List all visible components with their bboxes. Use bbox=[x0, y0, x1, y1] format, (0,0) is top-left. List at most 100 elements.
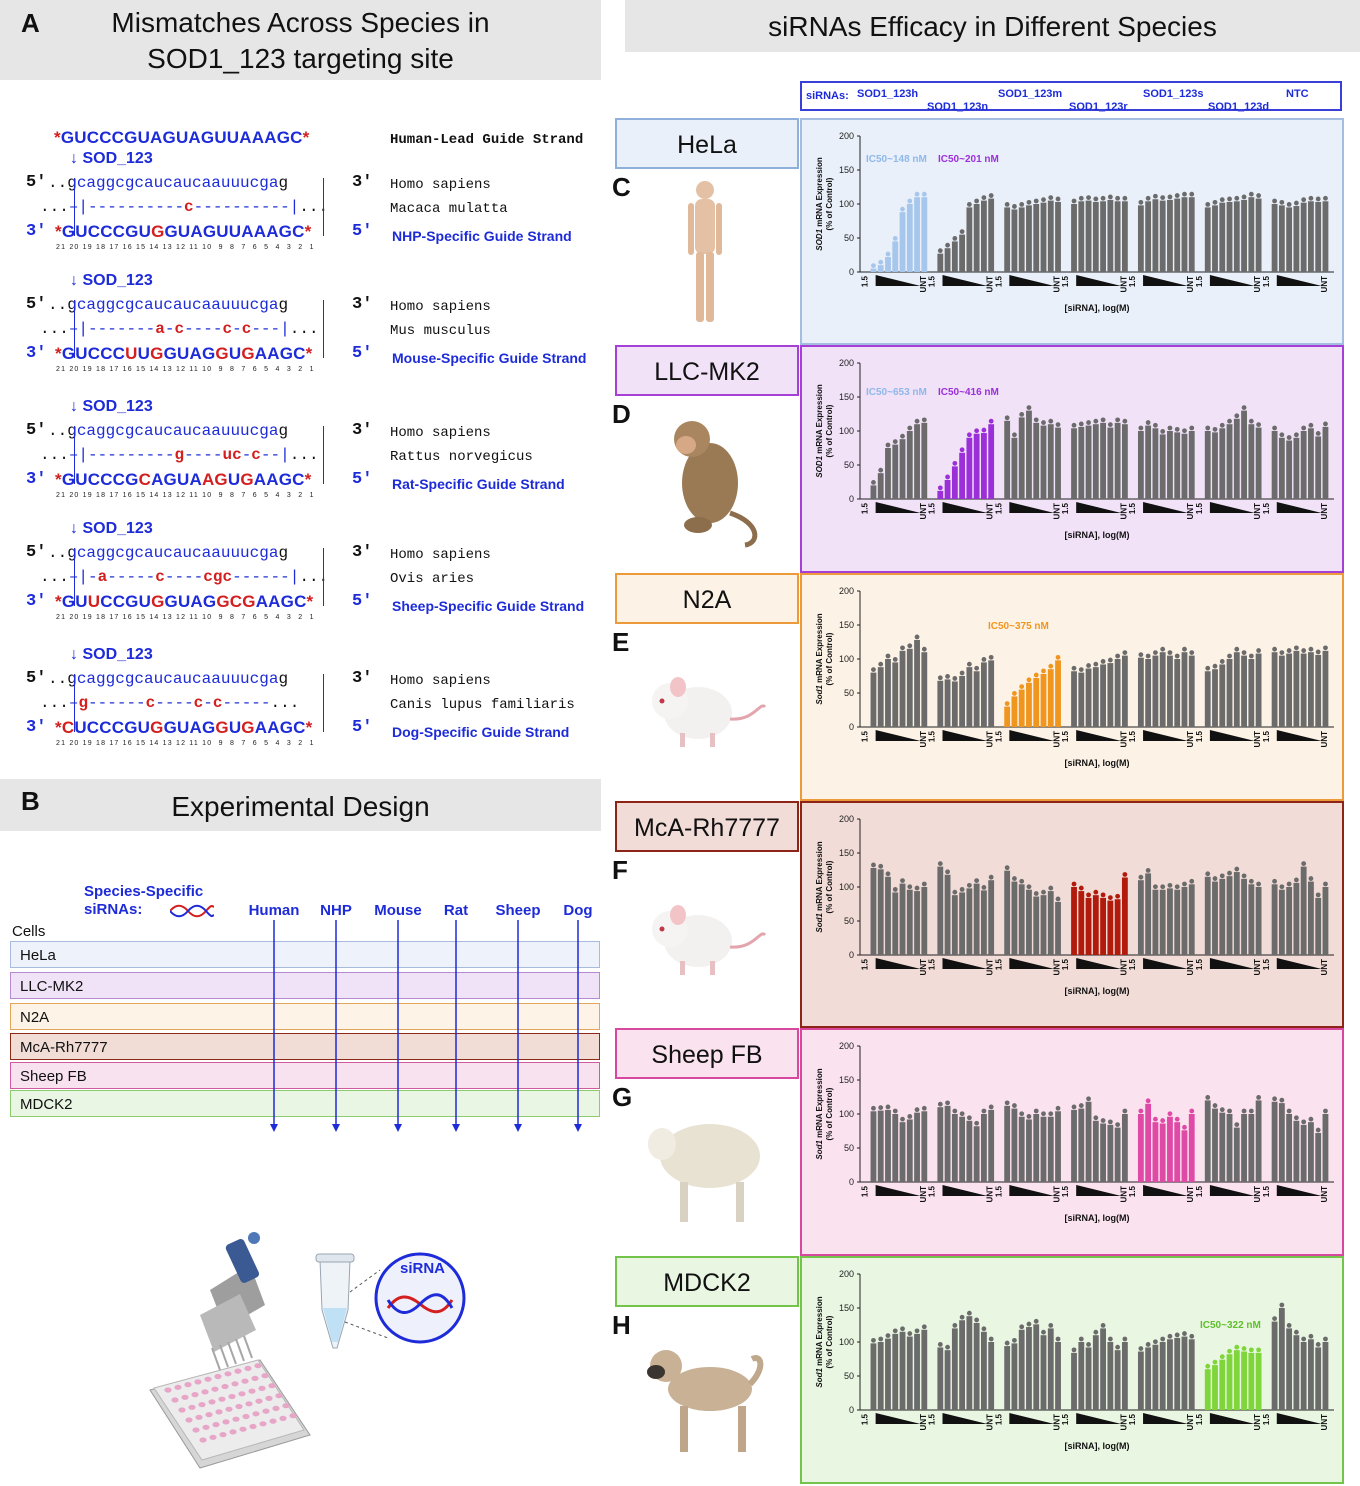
bar bbox=[1114, 899, 1121, 955]
data-point bbox=[1012, 432, 1017, 438]
data-point bbox=[885, 251, 891, 257]
data-point bbox=[952, 889, 958, 895]
dose-triangle bbox=[1276, 1413, 1322, 1424]
bar bbox=[1300, 1124, 1307, 1182]
mismatch-line: ...–|-------a-c----c-c---|... bbox=[40, 320, 319, 338]
bar bbox=[1248, 424, 1255, 499]
bar bbox=[906, 204, 913, 272]
bar bbox=[1071, 887, 1077, 955]
data-point bbox=[959, 887, 965, 892]
bar bbox=[1300, 202, 1307, 272]
data-point bbox=[1182, 646, 1187, 652]
data-point bbox=[1323, 195, 1328, 201]
data-point bbox=[1272, 646, 1277, 652]
bar bbox=[1033, 678, 1040, 727]
bar bbox=[1092, 895, 1099, 955]
bar bbox=[1315, 1347, 1322, 1410]
x-tick-label: 1.5 bbox=[1195, 1413, 1204, 1425]
data-point bbox=[1293, 200, 1299, 206]
data-point bbox=[1293, 432, 1299, 438]
human-target-sequence: ..gcaggcgcaucaucaauuucgag bbox=[48, 422, 289, 440]
data-point bbox=[1093, 889, 1099, 895]
data-point bbox=[1145, 1098, 1151, 1104]
bar bbox=[937, 680, 944, 727]
data-point bbox=[907, 198, 913, 204]
y-tick-label: 100 bbox=[839, 199, 854, 209]
data-point bbox=[1301, 861, 1307, 866]
bar bbox=[1219, 202, 1226, 272]
bar bbox=[1204, 671, 1211, 727]
data-point bbox=[1153, 193, 1158, 199]
bar bbox=[1293, 437, 1300, 499]
x-tick-label: UNT bbox=[1320, 276, 1329, 293]
data-point bbox=[1086, 1096, 1091, 1102]
bar bbox=[1047, 669, 1054, 727]
panel-a-banner bbox=[0, 0, 601, 80]
bar bbox=[959, 1320, 966, 1410]
bar bbox=[1055, 901, 1061, 955]
data-point bbox=[885, 442, 891, 448]
bar bbox=[1004, 420, 1011, 499]
x-tick-label: UNT bbox=[919, 503, 928, 520]
bar bbox=[1315, 1133, 1322, 1182]
dose-triangle bbox=[875, 275, 921, 286]
species-col-rat: Rat bbox=[443, 902, 469, 919]
bar bbox=[1078, 201, 1085, 272]
bar bbox=[914, 424, 920, 499]
bar bbox=[1315, 436, 1322, 499]
bar bbox=[1071, 1352, 1077, 1410]
data-point bbox=[1248, 653, 1254, 659]
data-point bbox=[1272, 198, 1277, 204]
bar bbox=[1174, 1122, 1181, 1182]
target-site-label: ↓ SOD_123 bbox=[70, 150, 153, 167]
bar bbox=[988, 1109, 995, 1182]
dose-triangle bbox=[1276, 730, 1322, 741]
x-tick-label: UNT bbox=[1119, 731, 1128, 748]
bar bbox=[1315, 654, 1322, 727]
dose-triangle bbox=[1009, 730, 1055, 741]
data-point bbox=[1138, 652, 1144, 658]
data-point bbox=[1182, 428, 1187, 434]
bar bbox=[1152, 1344, 1159, 1410]
species-name: Ovis aries bbox=[390, 571, 475, 587]
bar bbox=[1145, 1103, 1152, 1182]
ic50-label: IC50~201 nM bbox=[938, 154, 999, 165]
data-point bbox=[1100, 195, 1106, 201]
bar bbox=[1159, 889, 1166, 955]
data-point bbox=[1004, 701, 1010, 706]
data-point bbox=[988, 874, 994, 880]
well-plate-icon bbox=[149, 1359, 311, 1469]
data-point bbox=[1301, 648, 1307, 653]
bar-chart: 0 50 100 150 200 Sod1 mRNA Expression (% of Co… bbox=[815, 1269, 1334, 1451]
five-prime-top: 5' bbox=[26, 421, 47, 440]
data-point bbox=[1019, 1111, 1025, 1117]
bar-chart: 0 50 100 150 200 Sod1 mRNA Expression (% of Co… bbox=[815, 1041, 1334, 1223]
bar bbox=[1188, 655, 1195, 727]
data-point bbox=[1048, 663, 1054, 669]
bar bbox=[892, 444, 899, 499]
bar bbox=[981, 433, 987, 499]
data-point bbox=[1323, 645, 1328, 651]
data-point bbox=[1012, 1337, 1017, 1343]
data-point bbox=[1093, 1115, 1099, 1121]
bar bbox=[1121, 424, 1128, 499]
bar bbox=[1271, 884, 1278, 955]
bar bbox=[1278, 1308, 1285, 1410]
data-point bbox=[1041, 1111, 1046, 1117]
bar bbox=[1181, 887, 1188, 955]
x-tick-label: 1.5 bbox=[994, 1413, 1003, 1425]
bar bbox=[877, 869, 884, 955]
data-point bbox=[988, 193, 994, 198]
data-point bbox=[1153, 1339, 1158, 1345]
x-tick-label: UNT bbox=[1052, 731, 1061, 748]
data-point bbox=[937, 1101, 943, 1107]
bar bbox=[892, 1114, 899, 1182]
data-point bbox=[1071, 198, 1077, 204]
data-point bbox=[966, 432, 972, 438]
legend-item: SOD1_123h bbox=[857, 88, 919, 100]
x-tick-label: 1.5 bbox=[861, 502, 870, 514]
mismatch-line: ...–g------c----c-c-----... bbox=[40, 694, 300, 712]
animal-illustration bbox=[640, 1086, 770, 1241]
bar bbox=[973, 1126, 980, 1182]
data-point bbox=[1145, 195, 1151, 201]
